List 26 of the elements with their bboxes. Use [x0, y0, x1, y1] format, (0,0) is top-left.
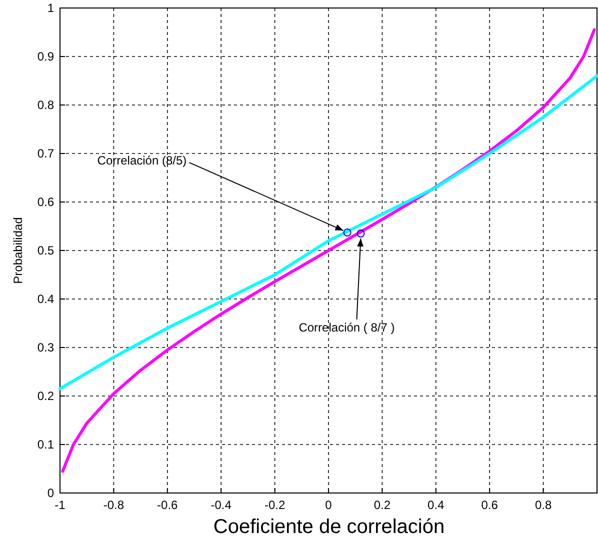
y-tick-label: 0.1	[37, 438, 54, 452]
y-tick-label: 0.5	[37, 244, 54, 258]
x-tick-label: 0.2	[374, 498, 391, 512]
y-tick-label: 0.4	[37, 292, 54, 306]
y-tick-label: 0	[47, 486, 54, 500]
line-series	[58, 74, 598, 390]
y-tick-label: 0.9	[37, 50, 54, 64]
x-tick-label: 0.8	[534, 498, 552, 512]
x-tick-label: -0.2	[264, 498, 286, 512]
x-tick-label: 0	[325, 498, 332, 512]
y-tick-label: 0.2	[37, 389, 54, 403]
y-axis-title: Probabilidad	[11, 217, 25, 284]
x-tick-label: -0.8	[103, 498, 124, 512]
y-tick-label: 0.7	[37, 146, 54, 160]
x-tick-label: 0.6	[481, 498, 498, 512]
x-tick-label: 0.4	[428, 498, 445, 512]
y-tick-label: 0.3	[37, 340, 54, 354]
x-axis-title: Coeficiente de correlación	[213, 516, 445, 538]
annotation: Correlación (8/5)	[97, 154, 187, 168]
annotation: Correlación ( 8/7 )	[298, 320, 395, 335]
y-tick-label: 0.6	[37, 195, 54, 209]
y-tick-label: 1	[47, 1, 54, 15]
x-tick-label: -0.4	[210, 498, 232, 512]
x-tick-label: -1	[54, 498, 66, 512]
y-tick-label: 0.8	[37, 98, 54, 112]
x-tick-label: -0.6	[157, 498, 178, 512]
